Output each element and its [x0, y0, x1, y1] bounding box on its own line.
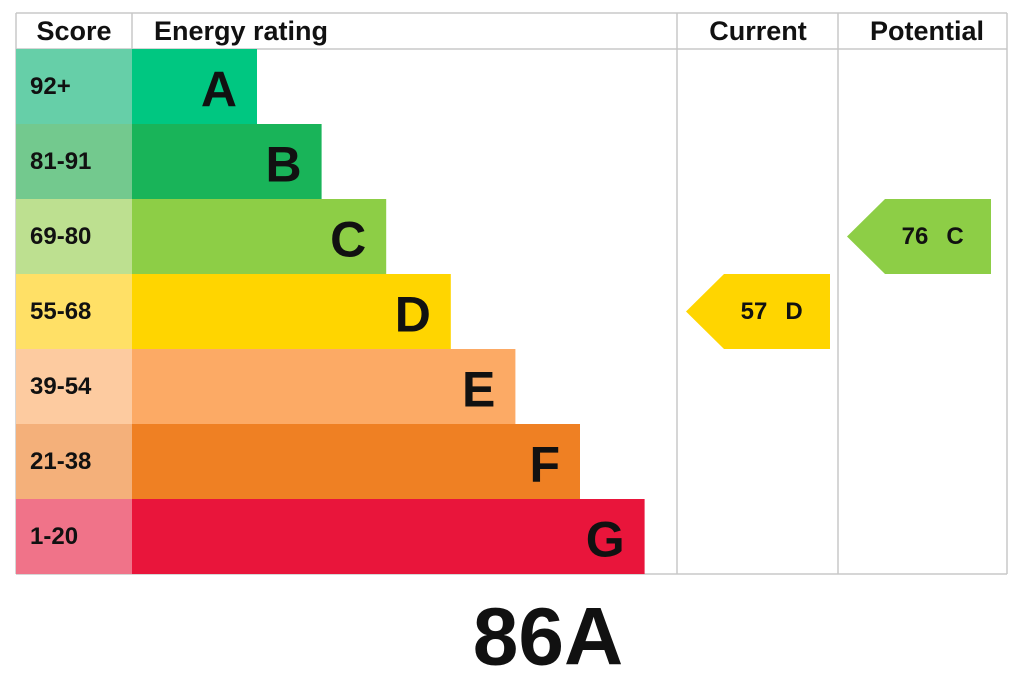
current-score: 57 [741, 298, 768, 325]
score-cell [16, 424, 132, 499]
score-cell [16, 199, 132, 274]
rating-bar [132, 424, 580, 499]
score-label: 21-38 [30, 448, 91, 475]
score-label: 81-91 [30, 148, 91, 175]
score-label: 55-68 [30, 298, 91, 325]
score-label: 1-20 [30, 523, 78, 550]
band-letter: B [265, 137, 301, 193]
band-letter: A [201, 62, 237, 118]
band-letter: E [462, 362, 495, 418]
rating-bar [132, 499, 645, 574]
score-cell [16, 499, 132, 574]
potential-band: C [946, 223, 963, 250]
score-cell [16, 274, 132, 349]
header-potential: Potential [870, 16, 984, 46]
band-letter: C [330, 212, 366, 268]
score-cell [16, 49, 132, 124]
potential-arrow [847, 199, 991, 274]
header-score: Score [36, 16, 111, 46]
score-label: 69-80 [30, 223, 91, 250]
rating-bar [132, 199, 387, 274]
rating-bar [132, 274, 451, 349]
band-letter: D [395, 287, 431, 343]
rating-bar [132, 349, 516, 424]
current-band: D [785, 298, 802, 325]
rating-bar [132, 124, 322, 199]
score-label: 92+ [30, 73, 71, 100]
current-arrow [686, 274, 830, 349]
band-letter: F [529, 437, 560, 493]
score-cell [16, 124, 132, 199]
score-cell [16, 349, 132, 424]
header-current: Current [709, 16, 807, 46]
score-label: 39-54 [30, 373, 92, 400]
header-rating: Energy rating [154, 16, 328, 46]
potential-score: 76 [902, 223, 929, 250]
rating-bar [132, 49, 257, 124]
caption: 86A [473, 592, 623, 683]
band-letter: G [586, 512, 625, 568]
